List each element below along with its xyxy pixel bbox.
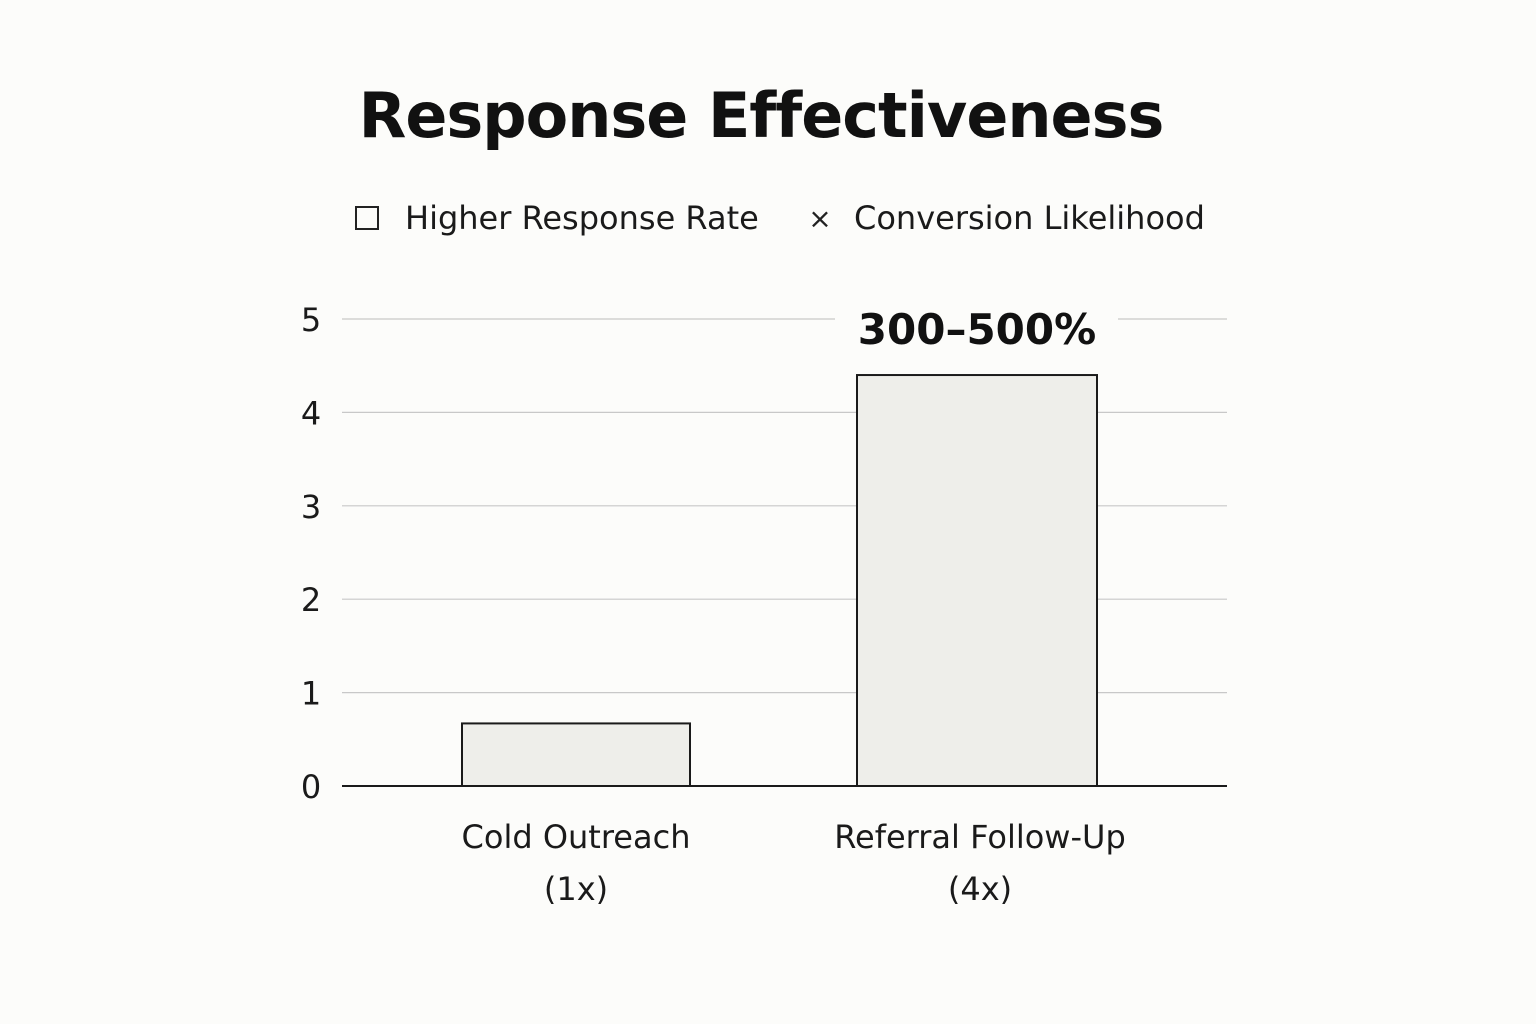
y-tick-label: 0 [301,768,321,806]
x-category-sublabel: (4x) [948,870,1012,908]
data-label-backdrop [835,309,1118,329]
bar [461,722,691,787]
legend-item-higher-response-rate: Higher Response Rate [355,196,759,240]
square-outline-icon [355,206,379,230]
x-category-label: Cold Outreach [462,818,691,856]
y-tick-label: 5 [301,301,321,339]
y-tick-label: 2 [301,581,321,619]
y-tick-label: 4 [301,394,321,432]
x-mark-icon: × [808,201,832,235]
legend-item-conversion-likelihood: × Conversion Likelihood [808,196,1205,240]
x-category-label: Referral Follow-Up [834,818,1126,856]
legend-label: Conversion Likelihood [854,199,1205,237]
y-tick-label: 3 [301,488,321,526]
chart-title: Response Effectiveness [358,79,1165,152]
y-tick-label: 1 [301,675,321,713]
chart-legend: Higher Response Rate × Conversion Likeli… [0,196,1536,240]
bar [856,374,1098,787]
data-label: 300–500% [858,305,1096,354]
legend-label: Higher Response Rate [405,199,759,237]
x-category-sublabel: (1x) [544,870,608,908]
